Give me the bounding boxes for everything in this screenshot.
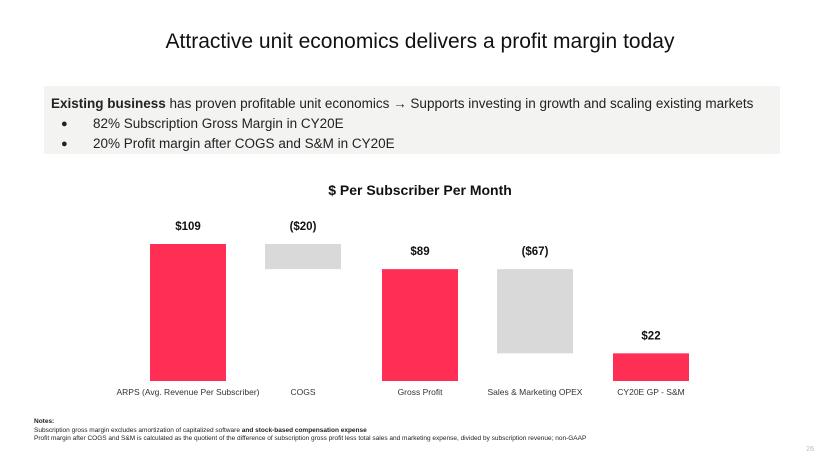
notes-line-2: Profit margin after COGS and S&M is calc… xyxy=(34,435,587,442)
callout-lead-bold: Existing business xyxy=(51,96,166,111)
waterfall-chart: $109 ARPS (Avg. Revenue Per Subscriber) ($… xyxy=(117,221,689,397)
bullet-dot-icon: ● xyxy=(61,118,68,130)
notes-line-1-text: Subscription gross margin excludes amort… xyxy=(34,426,242,434)
bullet-item: ● 20% Profit margin after COGS and S&M in… xyxy=(61,134,780,154)
slide-title: Attractive unit economics delivers a pro… xyxy=(165,30,675,53)
data-label-0: $109 xyxy=(175,221,201,233)
bullet-dot-icon: ● xyxy=(61,138,68,150)
summary-callout: Existing business has proven profitable … xyxy=(44,86,780,154)
category-label-3: Sales & Marketing OPEX xyxy=(488,387,583,397)
category-label-0: ARPS (Avg. Revenue Per Subscriber) xyxy=(117,387,260,397)
data-label-4: $22 xyxy=(641,330,660,342)
bullet-item: ● 82% Subscription Gross Margin in CY20E xyxy=(61,114,780,134)
notes-line-1: Subscription gross margin excludes amort… xyxy=(34,427,586,436)
callout-lead: Existing business has proven profitable … xyxy=(51,94,780,114)
bar-2 xyxy=(382,269,458,381)
notes-line-1-bold: and stock-based compensation expense xyxy=(241,426,367,434)
data-label-2: $89 xyxy=(410,246,429,258)
bar-1 xyxy=(265,244,341,270)
callout-lead-text: has proven profitable unit economics → S… xyxy=(165,96,754,111)
bullet-text: 82% Subscription Gross Margin in CY20E xyxy=(93,116,344,131)
category-label-1: COGS xyxy=(290,387,315,397)
bar-3 xyxy=(497,269,573,354)
callout-bullets: ● 82% Subscription Gross Margin in CY20E … xyxy=(51,114,780,154)
category-label-4: CY20E GP - S&M xyxy=(617,387,684,397)
page-number: 26 xyxy=(806,446,814,453)
notes: Notes: Subscription gross margin exclude… xyxy=(34,418,586,444)
notes-heading: Notes: xyxy=(34,418,55,425)
chart-title: $ Per Subscriber Per Month xyxy=(328,182,512,198)
data-label-1: ($20) xyxy=(290,221,317,233)
category-label-2: Gross Profit xyxy=(398,387,444,397)
bullet-text: 20% Profit margin after COGS and S&M in … xyxy=(93,136,395,151)
bar-0 xyxy=(150,244,226,381)
bar-4 xyxy=(613,353,689,381)
data-label-3: ($67) xyxy=(522,246,549,258)
